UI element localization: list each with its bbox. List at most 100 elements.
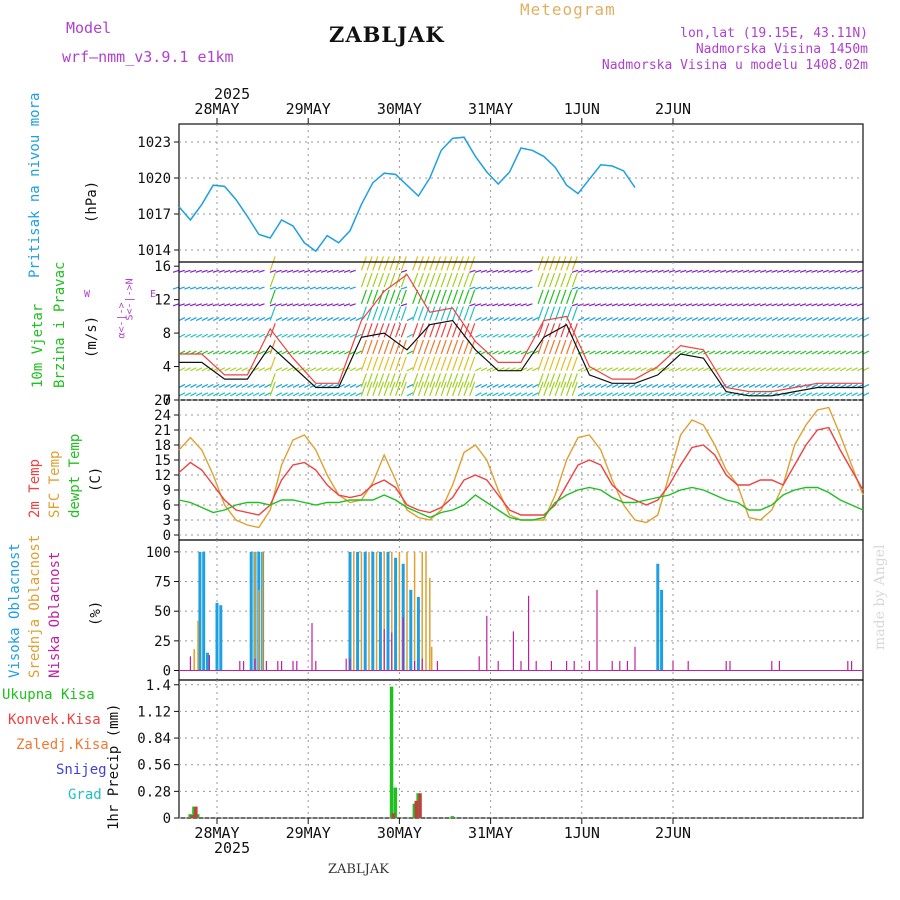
wind-barb bbox=[857, 350, 864, 355]
wind-barb bbox=[737, 367, 744, 372]
wind-barb bbox=[811, 269, 818, 273]
wind-barb bbox=[532, 317, 539, 322]
precip-bar bbox=[393, 787, 398, 818]
wind-barb bbox=[537, 306, 544, 321]
wind-barb bbox=[178, 317, 186, 322]
wind-barb bbox=[258, 286, 265, 290]
wind-barb bbox=[344, 392, 351, 397]
wind-barb bbox=[708, 350, 716, 355]
wind-barb bbox=[207, 350, 214, 355]
wind-barb bbox=[497, 350, 505, 355]
wind-barb bbox=[377, 306, 385, 321]
wind-barb bbox=[423, 272, 430, 288]
wind-barb bbox=[406, 350, 414, 355]
wind-barb bbox=[184, 392, 191, 397]
wind-barb bbox=[839, 350, 847, 355]
wind-barb bbox=[212, 269, 220, 273]
wind-barb bbox=[725, 367, 733, 372]
wind-barb bbox=[492, 269, 499, 273]
wind-barb bbox=[344, 350, 351, 355]
wind-barb bbox=[321, 350, 328, 355]
wind-barb bbox=[412, 256, 419, 271]
wind-barb bbox=[634, 383, 642, 388]
wind-barb bbox=[811, 367, 818, 372]
wind-barb bbox=[685, 286, 693, 290]
wind-barb bbox=[372, 256, 379, 271]
wind-barb bbox=[343, 286, 351, 290]
wind-barb bbox=[212, 317, 220, 322]
wind-barb bbox=[486, 392, 494, 397]
wind-barb bbox=[395, 323, 402, 338]
wind-barb bbox=[355, 383, 362, 388]
wind-barb bbox=[663, 303, 670, 307]
wind-barb bbox=[788, 286, 795, 290]
wind-barb bbox=[383, 289, 390, 305]
wind-barb bbox=[686, 383, 693, 388]
wind-barb bbox=[811, 383, 818, 388]
wind-barb bbox=[486, 286, 493, 290]
wind-barb bbox=[246, 286, 254, 290]
wind-barb bbox=[492, 317, 499, 322]
wind-barb bbox=[554, 256, 561, 271]
wind-barb bbox=[252, 269, 259, 273]
wind-barb bbox=[577, 367, 585, 372]
wind-barb bbox=[611, 350, 619, 355]
wind-barb bbox=[543, 306, 550, 321]
wind-barb bbox=[606, 350, 613, 355]
wind-barb bbox=[589, 367, 596, 372]
wind-barb bbox=[851, 367, 858, 372]
wind-barb bbox=[560, 289, 567, 305]
wind-barb bbox=[805, 303, 812, 307]
wind-barb bbox=[583, 350, 590, 355]
wind-barb bbox=[657, 317, 665, 322]
wind-barb bbox=[606, 367, 613, 372]
wind-barb bbox=[189, 303, 197, 307]
wind-barb bbox=[663, 350, 670, 355]
wind-barb bbox=[543, 339, 550, 355]
wind-barb bbox=[759, 269, 767, 273]
wind-barb bbox=[571, 373, 578, 388]
cloud-bar bbox=[497, 661, 499, 671]
wind-barb bbox=[714, 269, 721, 273]
wind-barb bbox=[417, 373, 424, 388]
cloud-bar bbox=[375, 551, 378, 671]
wind-barb bbox=[851, 286, 858, 290]
wind-barb bbox=[526, 367, 533, 372]
cloud-bar bbox=[778, 661, 780, 671]
wind-barb bbox=[651, 350, 659, 355]
wind-barb bbox=[720, 383, 727, 388]
wind-barb bbox=[412, 289, 419, 305]
wind-barb bbox=[515, 333, 522, 338]
wind-barb bbox=[298, 392, 305, 397]
wind-barb bbox=[321, 286, 328, 290]
wind-barb bbox=[634, 333, 642, 338]
wind-barb bbox=[606, 317, 613, 322]
wind-barb bbox=[645, 286, 653, 290]
wind-barb bbox=[452, 289, 459, 305]
wind-barb bbox=[822, 367, 830, 372]
wind-barb bbox=[862, 317, 870, 322]
wind-barb bbox=[480, 269, 487, 273]
wind-barb bbox=[588, 303, 596, 307]
wind-barb bbox=[355, 350, 362, 355]
wind-barb bbox=[446, 381, 453, 397]
wind-barb bbox=[184, 286, 191, 290]
wind-barb bbox=[680, 286, 687, 290]
wind-barb bbox=[241, 392, 248, 397]
cloud-bar bbox=[430, 646, 433, 671]
wind-barb bbox=[321, 392, 328, 397]
wind-barb bbox=[594, 350, 602, 355]
wind-barb bbox=[857, 333, 864, 338]
top-day-label: 1JUN bbox=[564, 100, 600, 118]
wind-barb bbox=[520, 383, 528, 388]
wind-barb bbox=[600, 367, 608, 372]
wind-barb bbox=[463, 356, 470, 371]
dewpt-line bbox=[178, 486, 864, 521]
wind-barb bbox=[377, 339, 385, 355]
wind-barb bbox=[509, 350, 516, 355]
wind-barb bbox=[548, 373, 556, 388]
wind-barb bbox=[663, 286, 670, 290]
wind-barb bbox=[828, 269, 835, 273]
wind-barb bbox=[446, 256, 453, 271]
cloud-bar bbox=[383, 628, 385, 671]
